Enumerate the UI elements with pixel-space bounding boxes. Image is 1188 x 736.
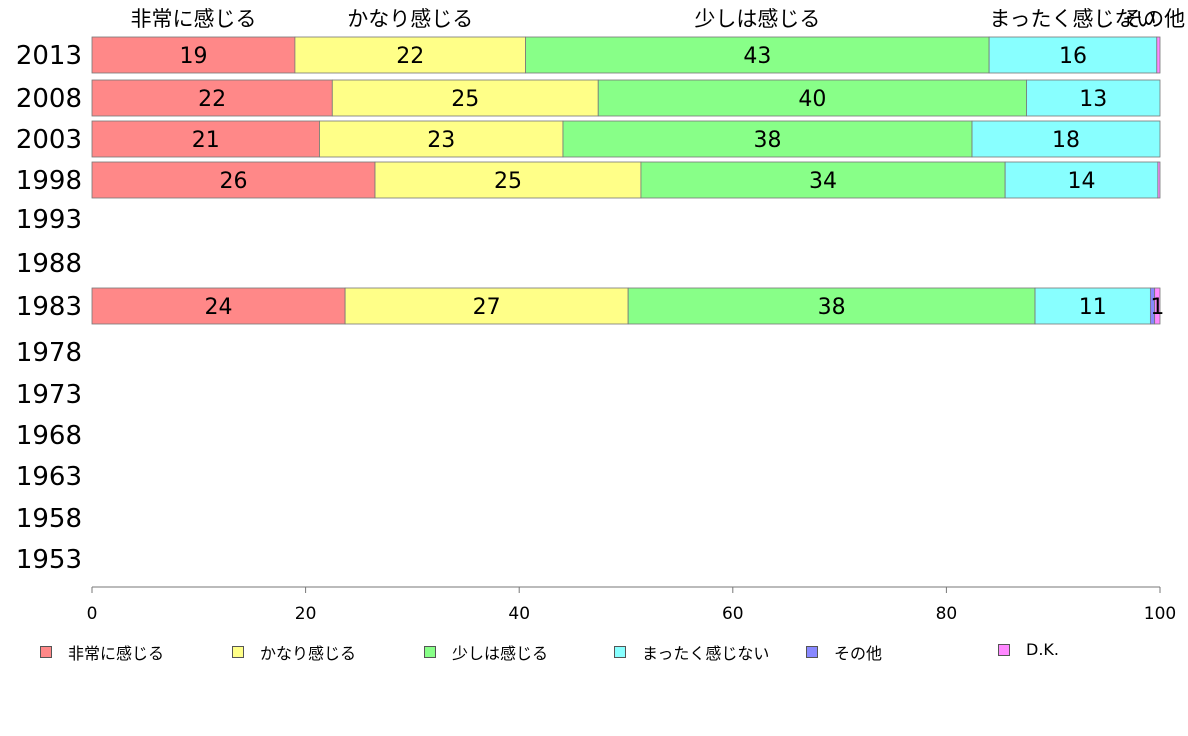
series-top-label: その他 [1122, 7, 1185, 31]
data-label: 1 [1150, 295, 1164, 320]
series-top-label: かなり感じる [347, 7, 473, 31]
data-label: 23 [427, 128, 455, 153]
year-label: 1963 [16, 462, 82, 492]
data-label: 40 [798, 87, 826, 112]
bar-segment [91, 36, 296, 74]
data-label: 38 [818, 295, 846, 320]
legend-item: かなり感じる [232, 640, 356, 664]
data-label: 38 [754, 128, 782, 153]
bar-segment [331, 79, 599, 117]
data-label: 25 [494, 169, 522, 194]
year-label: 1993 [16, 205, 82, 235]
legend-swatch [614, 646, 626, 658]
year-label: 1978 [16, 338, 82, 368]
data-label: 11 [1079, 295, 1107, 320]
data-label: 25 [451, 87, 479, 112]
year-label: 1998 [16, 166, 82, 196]
bar-segment [525, 36, 990, 74]
data-label: 22 [198, 87, 226, 112]
year-label: 1988 [16, 249, 82, 279]
bar-segment [344, 287, 629, 325]
legend-swatch [806, 646, 818, 658]
legend-label: D.K. [1026, 640, 1059, 659]
bar-segment [91, 161, 376, 199]
year-label: 1983 [16, 292, 82, 322]
bar-segment [1026, 79, 1161, 117]
bar-segment [1154, 287, 1161, 325]
bar-segment [1156, 36, 1161, 74]
data-label: 19 [179, 44, 207, 69]
legend-item: その他 [806, 640, 882, 664]
year-label: 2013 [16, 41, 82, 71]
series-top-label: 少しは感じる [694, 7, 820, 31]
year-label: 2008 [16, 84, 82, 114]
legend-swatch [998, 643, 1010, 656]
bar-segment [319, 120, 564, 158]
bar-segment [1157, 161, 1161, 199]
year-label: 1953 [16, 545, 82, 575]
bar-segment [597, 79, 1027, 117]
year-label: 2003 [16, 125, 82, 155]
x-tick-label: 80 [936, 604, 958, 624]
legend-item: 非常に感じる [40, 640, 164, 664]
legend-item: まったく感じない [614, 640, 769, 664]
data-label: 22 [396, 44, 424, 69]
bar-segment [294, 36, 527, 74]
data-label: 21 [192, 128, 220, 153]
bar-segment [1004, 161, 1159, 199]
bar-segment [1034, 287, 1151, 325]
bar-segment [91, 287, 346, 325]
x-tick-label: 0 [87, 604, 98, 624]
year-label: 1968 [16, 421, 82, 451]
x-tick-label: 100 [1144, 604, 1176, 624]
x-tick-label: 40 [508, 604, 530, 624]
legend-label: その他 [834, 644, 883, 663]
legend-item: 少しは感じる [424, 640, 548, 664]
x-tick-label: 60 [722, 604, 744, 624]
data-label: 27 [473, 295, 501, 320]
bar-segment [374, 161, 642, 199]
data-label: 13 [1079, 87, 1107, 112]
data-label: 24 [205, 295, 233, 320]
data-label: 34 [809, 169, 837, 194]
legend-label: 非常に感じる [68, 644, 165, 663]
bar-segment [627, 287, 1036, 325]
legend-label: まったく感じない [642, 644, 770, 663]
series-top-label: 非常に感じる [130, 7, 256, 31]
x-tick-label: 20 [295, 604, 317, 624]
legend-label: かなり感じる [260, 644, 357, 663]
series-top-label: まったく感じない [989, 7, 1156, 31]
legend-swatch [232, 646, 244, 658]
data-label: 26 [220, 169, 248, 194]
bar-segment [988, 36, 1158, 74]
legend-label: 少しは感じる [452, 644, 549, 663]
legend-item: D.K. [998, 640, 1059, 659]
data-label: 14 [1068, 169, 1096, 194]
data-label: 43 [743, 44, 771, 69]
data-label: 16 [1059, 44, 1087, 69]
year-label: 1973 [16, 380, 82, 410]
legend-swatch [40, 646, 52, 658]
bar-segment [91, 79, 333, 117]
year-label: 1958 [16, 504, 82, 534]
bar-segment [91, 120, 320, 158]
data-label: 18 [1052, 128, 1080, 153]
legend-swatch [424, 646, 436, 658]
bar-segment [971, 120, 1161, 158]
